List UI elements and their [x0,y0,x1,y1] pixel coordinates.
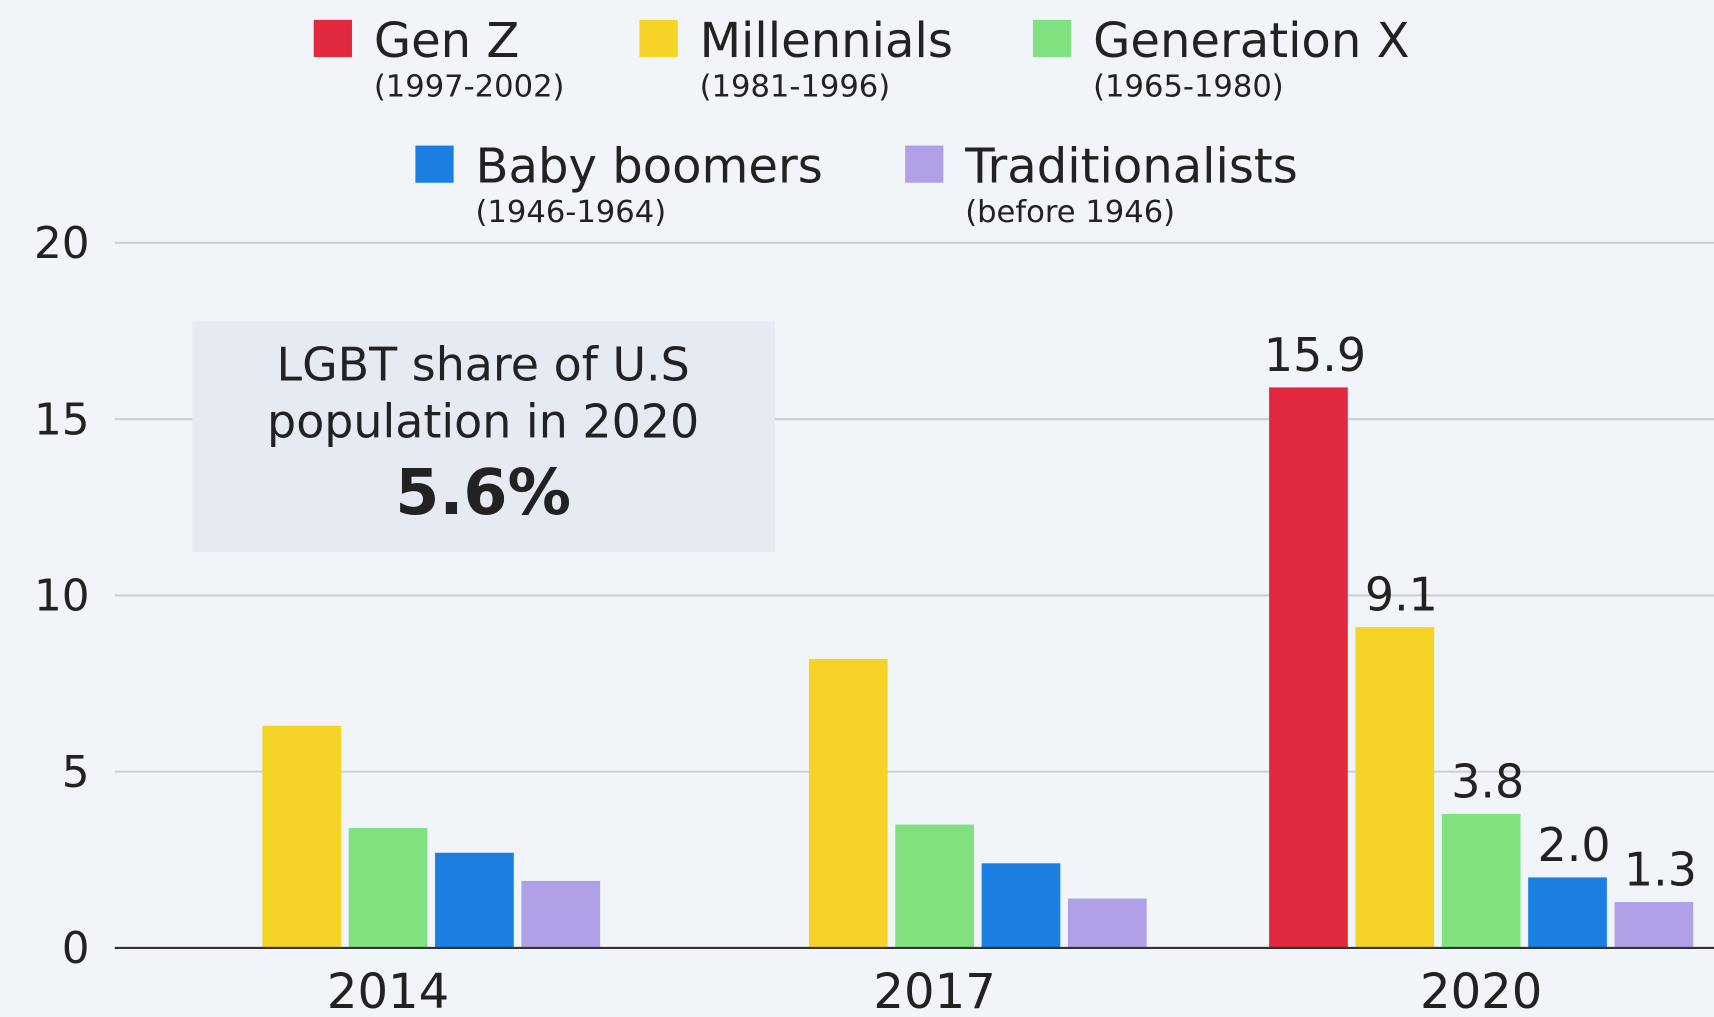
value-label: 15.9 [1264,328,1366,382]
annotation-text: LGBT share of U.S [277,338,690,392]
legend-sublabel: (1981-1996) [700,69,891,104]
legend-label: Baby boomers [476,139,823,195]
legend-label: Gen Z [374,13,520,69]
legend-label: Generation X [1093,13,1409,69]
y-tick-label: 20 [34,218,90,269]
bar [981,863,1061,948]
bar [1269,387,1348,948]
legend-sublabel: (1946-1964) [476,195,667,230]
legend-sublabel: (1965-1980) [1093,69,1284,104]
y-tick-label: 10 [34,571,90,622]
bar [1441,813,1521,948]
value-label: 3.8 [1451,755,1524,809]
annotation-highlight: 5.6% [395,455,571,529]
annotation-text: population in 2020 [267,394,699,448]
bar [1067,898,1147,948]
legend-swatch [1032,19,1072,58]
bar [521,880,601,948]
bar [435,852,514,948]
y-tick-label: 0 [62,923,90,974]
legend-swatch [639,19,678,58]
bar [895,824,974,948]
legend-sublabel: (1997-2002) [374,69,565,104]
value-label: 1.3 [1624,843,1697,897]
x-tick-label: 2017 [873,964,995,1017]
value-label: 2.0 [1538,818,1611,872]
annotation-box [192,321,776,553]
legend-swatch [313,19,352,58]
bar [1355,627,1435,948]
bar [348,828,428,948]
legend-sublabel: (before 1946) [965,195,1175,230]
legend-label: Millennials [700,13,953,69]
legend-label: Traditionalists [964,139,1298,195]
x-tick-label: 2014 [327,964,449,1017]
value-label: 9.1 [1365,568,1438,622]
legend-swatch [905,145,944,183]
bar [1614,902,1694,948]
bar [262,725,342,948]
y-tick-label: 15 [34,394,90,445]
bar [808,658,888,948]
legend-swatch [415,145,454,183]
x-tick-label: 2020 [1420,964,1542,1017]
bar [1528,877,1607,948]
y-tick-label: 5 [62,747,90,798]
